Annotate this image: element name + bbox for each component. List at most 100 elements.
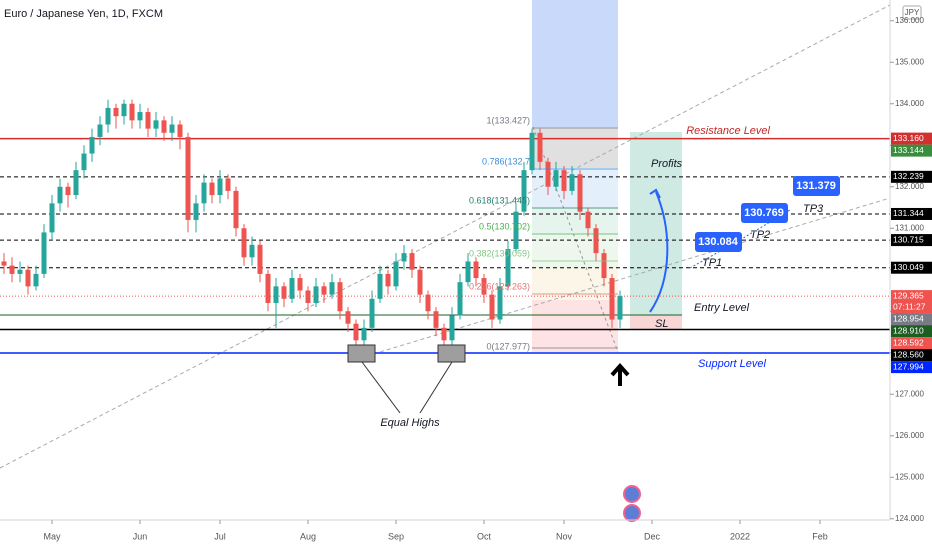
candle-body bbox=[361, 327, 367, 341]
candle-body bbox=[393, 261, 399, 287]
candle-body bbox=[65, 186, 71, 196]
candle-body bbox=[377, 273, 383, 299]
candle-body bbox=[201, 182, 207, 204]
x-tick-label: 2022 bbox=[730, 531, 750, 541]
y-tick-label: 131.000 bbox=[895, 223, 924, 232]
candle-body bbox=[33, 273, 39, 287]
tp1-label: TP1 bbox=[702, 257, 722, 269]
sl-label: SL bbox=[655, 318, 668, 330]
candle-body bbox=[321, 286, 327, 295]
price-label: 133.144 bbox=[893, 145, 924, 155]
x-tick-label: May bbox=[43, 531, 61, 541]
candle-body bbox=[497, 286, 503, 320]
candle-body bbox=[473, 261, 479, 279]
pointer-line bbox=[361, 361, 401, 414]
candle-body bbox=[177, 124, 183, 137]
currency-box bbox=[902, 5, 922, 20]
candle-body bbox=[113, 107, 119, 117]
price-label: 129.365 bbox=[893, 290, 924, 300]
price-label: 128.954 bbox=[893, 313, 924, 323]
candle-body bbox=[217, 178, 223, 196]
candle-body bbox=[169, 124, 175, 133]
candle-body bbox=[465, 261, 471, 283]
candle-body bbox=[57, 186, 63, 204]
candle-body bbox=[281, 286, 287, 299]
candle-body bbox=[49, 203, 55, 233]
price-label-box bbox=[891, 261, 932, 274]
price-label: 130.715 bbox=[893, 234, 924, 244]
candle-body bbox=[273, 286, 279, 303]
trend-line bbox=[359, 197, 891, 359]
candle-body bbox=[569, 174, 575, 191]
equal-high-box bbox=[437, 344, 466, 363]
fib-zone bbox=[532, 168, 618, 207]
candle-body bbox=[1, 261, 7, 266]
candle-body bbox=[161, 120, 167, 133]
price-label-box bbox=[891, 170, 932, 183]
candle-body bbox=[617, 296, 623, 320]
candle-body bbox=[489, 294, 495, 320]
candle-body bbox=[529, 132, 535, 171]
candle-body bbox=[305, 290, 311, 303]
candle-body bbox=[233, 190, 239, 229]
support-label: Support Level bbox=[698, 358, 766, 370]
y-tick-label: 126.000 bbox=[895, 431, 924, 440]
x-tick-label: Sep bbox=[388, 531, 404, 541]
candle-body bbox=[385, 273, 391, 287]
currency-label: JPY bbox=[905, 8, 920, 17]
candle-body bbox=[521, 170, 527, 212]
target-text: 130.769 bbox=[744, 207, 784, 219]
candle-body bbox=[257, 244, 263, 274]
countdown: 07:11:27 bbox=[893, 301, 926, 311]
y-tick-label: 134.000 bbox=[895, 99, 924, 108]
fib-zone bbox=[532, 127, 618, 168]
price-label: 127.994 bbox=[893, 361, 924, 371]
x-tick-label: Dec bbox=[644, 531, 661, 541]
candle-body bbox=[353, 323, 359, 341]
entry-label: Entry Level bbox=[694, 302, 750, 314]
tp-connector bbox=[689, 239, 741, 269]
equal-high-box bbox=[347, 344, 376, 363]
price-label: 130.049 bbox=[893, 262, 924, 272]
candle-body bbox=[193, 203, 199, 220]
candle-body bbox=[185, 136, 191, 220]
candle-body bbox=[449, 315, 455, 341]
price-label-box bbox=[891, 234, 932, 247]
price-label: 128.910 bbox=[893, 325, 924, 335]
y-tick-label: 135.000 bbox=[895, 57, 924, 66]
candle-body bbox=[9, 265, 15, 274]
profit-zone bbox=[630, 132, 682, 315]
target-3: 131.379 bbox=[793, 176, 840, 196]
target-2: 130.769 bbox=[741, 203, 788, 223]
candle-body bbox=[289, 278, 295, 299]
price-label-box bbox=[891, 313, 932, 326]
x-tick-label: Jul bbox=[214, 531, 226, 541]
event-icon bbox=[623, 504, 641, 522]
candle-body bbox=[297, 278, 303, 291]
fib-label: 0.618(131.445) bbox=[469, 195, 530, 205]
candle-body bbox=[441, 327, 447, 341]
tp3-label: TP3 bbox=[803, 203, 824, 215]
price-label: 128.592 bbox=[893, 337, 924, 347]
candle-body bbox=[145, 112, 151, 129]
candle-body bbox=[481, 278, 487, 295]
candle-body bbox=[249, 244, 255, 258]
candle-body bbox=[553, 170, 559, 187]
candle-body bbox=[17, 269, 23, 274]
x-tick-label: Jun bbox=[133, 531, 148, 541]
loss-zone bbox=[630, 315, 682, 330]
price-label-box bbox=[891, 290, 932, 303]
candle-body bbox=[41, 232, 47, 274]
price-label: 132.239 bbox=[893, 171, 924, 181]
fib-label: 1(133.427) bbox=[486, 115, 530, 125]
countdown-box bbox=[891, 301, 932, 314]
candle-body bbox=[345, 311, 351, 324]
price-label-box bbox=[891, 325, 932, 338]
candle-body bbox=[577, 174, 583, 212]
y-tick-label: 124.000 bbox=[895, 514, 924, 523]
candle-body bbox=[409, 253, 415, 270]
resistance-label: Resistance Level bbox=[686, 125, 770, 137]
candle-body bbox=[513, 211, 519, 250]
up-arrow bbox=[610, 362, 630, 386]
